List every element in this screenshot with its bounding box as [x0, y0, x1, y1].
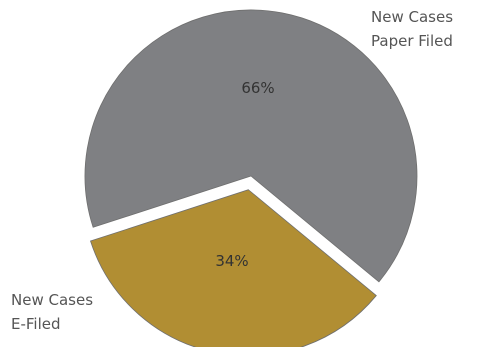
slice-label-paper-filed-line-2: Paper Filed [371, 32, 453, 50]
pie-slices [84, 9, 418, 347]
pie-slice-e-filed [89, 189, 377, 347]
slice-percent-label-paper-filed: 66% [241, 79, 274, 97]
slice-label-e-filed: New Cases E-Filed [11, 291, 93, 333]
slice-label-paper-filed: New Cases Paper Filed [371, 8, 453, 50]
slice-label-e-filed-line-1: New Cases [11, 291, 93, 309]
slice-label-paper-filed-line-1: New Cases [371, 8, 453, 26]
pie-slice-paper-filed [84, 9, 418, 283]
slice-label-e-filed-line-2: E-Filed [11, 315, 61, 333]
slice-percent-label-e-filed: 34% [215, 252, 248, 270]
